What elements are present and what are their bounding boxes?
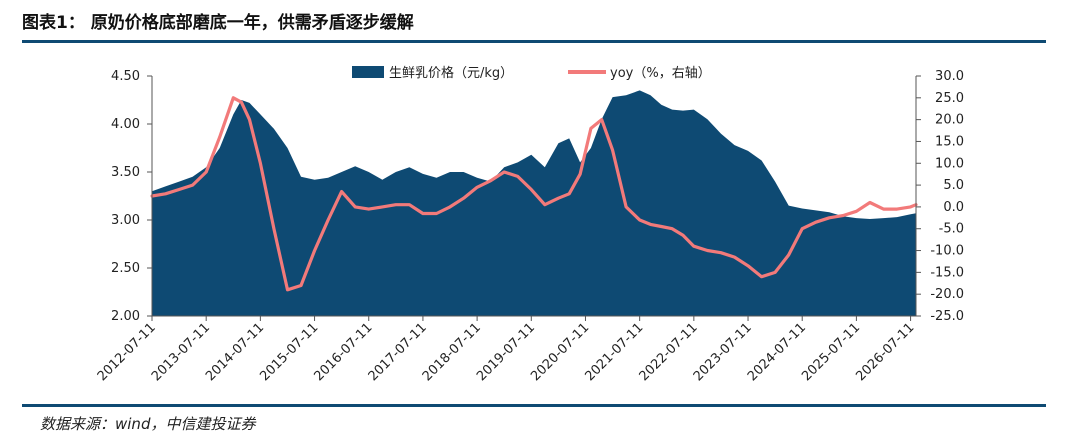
right-tick-label: -20.0 bbox=[930, 287, 964, 302]
left-tick-label: 2.50 bbox=[111, 261, 140, 276]
right-tick-label: -15.0 bbox=[930, 265, 964, 280]
left-tick-label: 3.50 bbox=[111, 165, 140, 180]
legend-label-area: 生鲜乳价格（元/kg） bbox=[389, 65, 513, 81]
chart-title: 图表1： 原奶价格底部磨底一年，供需矛盾逐步缓解 bbox=[22, 13, 414, 33]
right-tick-label: -25.0 bbox=[930, 309, 964, 324]
right-tick-label: 25.0 bbox=[935, 91, 964, 106]
right-axis: -25.0 -20.0 -15.0 -10.0 -5.0 0.0 5.0 10.0 15.0 20… bbox=[916, 69, 964, 324]
plot-area bbox=[150, 76, 918, 317]
legend-swatch-area bbox=[352, 66, 384, 78]
x-tick-label: 2026-07-11 bbox=[853, 320, 917, 384]
left-tick-label: 4.50 bbox=[111, 69, 140, 84]
right-tick-label: 0.0 bbox=[943, 200, 964, 215]
right-tick-label: -5.0 bbox=[939, 222, 964, 237]
right-tick-label: 10.0 bbox=[935, 156, 964, 171]
left-tick-label: 2.00 bbox=[111, 309, 140, 324]
top-divider bbox=[22, 40, 1046, 43]
legend-label-line: yoy（%，右轴） bbox=[610, 66, 711, 81]
right-tick-label: -10.0 bbox=[930, 244, 964, 259]
x-axis: 2012-07-112013-07-112014-07-112015-07-11… bbox=[95, 316, 917, 384]
right-tick-label: 15.0 bbox=[935, 134, 964, 149]
right-tick-label: 5.0 bbox=[943, 178, 964, 193]
source-note: 数据来源：wind，中信建投证券 bbox=[40, 415, 256, 433]
right-tick-label: 30.0 bbox=[935, 69, 964, 84]
right-tick-label: 20.0 bbox=[935, 113, 964, 128]
series-line-yoy bbox=[150, 96, 918, 292]
left-tick-label: 3.00 bbox=[111, 213, 140, 228]
left-axis: 2.00 2.50 3.00 3.50 4.00 4.50 bbox=[111, 69, 152, 324]
legend: 生鲜乳价格（元/kg） yoy（%，右轴） bbox=[352, 65, 711, 81]
left-tick-label: 4.00 bbox=[111, 117, 140, 132]
series-area-milk-price bbox=[152, 90, 916, 317]
bottom-divider bbox=[22, 404, 1046, 407]
